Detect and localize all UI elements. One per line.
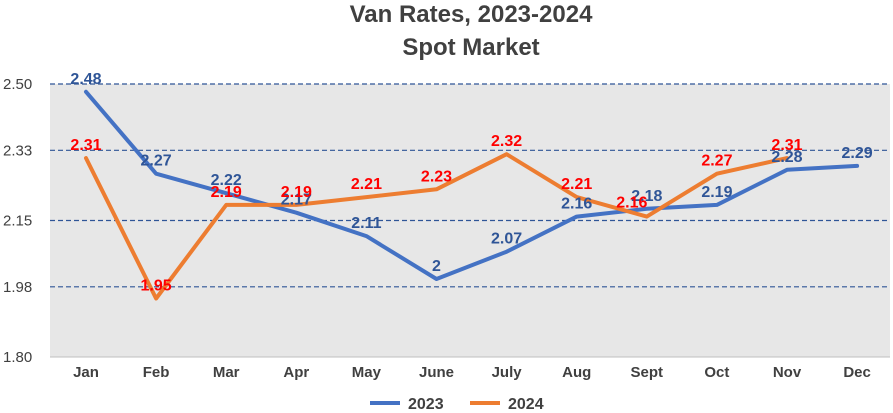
- data-label-2023: 2: [432, 258, 441, 275]
- data-label-2024: 2.31: [70, 137, 101, 154]
- legend-label-2024: 2024: [508, 396, 544, 413]
- y-axis: 1.80 1.98 2.15 2.33 2.50: [3, 76, 32, 366]
- x-tick-label: Sept: [631, 364, 664, 381]
- gridlines: [50, 83, 890, 358]
- data-label-2024: 2.23: [421, 168, 452, 185]
- data-label-2024: 2.16: [616, 195, 647, 212]
- data-label-2023: 2.17: [281, 192, 312, 209]
- data-label-2023: 2.11: [351, 215, 381, 232]
- data-label-2023: 2.28: [771, 149, 802, 166]
- legend: 2023 2024: [370, 396, 544, 413]
- data-label-2024: 2.19: [281, 184, 312, 201]
- data-label-2023: 2.19: [701, 184, 732, 201]
- data-label-2023: 2.27: [141, 153, 172, 170]
- series-lines: [84, 89, 860, 301]
- y-tick-label: 1.98: [3, 279, 32, 296]
- data-label-2024: 2.21: [561, 176, 592, 193]
- data-label-2023: 2.29: [842, 145, 873, 162]
- data-label-2023: 2.18: [631, 188, 662, 205]
- y-tick-label: 2.33: [3, 142, 32, 159]
- data-label-2024: 2.31: [771, 137, 802, 154]
- data-label-2024: 1.95: [141, 278, 172, 295]
- y-tick-label: 2.50: [3, 76, 32, 93]
- data-label-2023: 2.48: [70, 71, 101, 88]
- x-tick-label: Oct: [704, 364, 729, 381]
- chart-subtitle: Spot Market: [402, 34, 539, 61]
- x-axis: Jan Feb Mar Apr May June July Aug Sept Oct Nov Dec: [73, 364, 871, 381]
- x-tick-label: Dec: [843, 364, 871, 381]
- series-line-2023: [84, 89, 860, 281]
- data-label-2023: 2.22: [211, 172, 242, 189]
- x-tick-label: July: [492, 364, 523, 381]
- chart-title: Van Rates, 2023-2024: [350, 1, 593, 28]
- data-label-2024: 2.32: [491, 133, 522, 150]
- x-tick-label: Mar: [213, 364, 240, 381]
- x-tick-label: May: [352, 364, 382, 381]
- x-tick-label: Aug: [562, 364, 591, 381]
- series-line-2024: [84, 152, 789, 301]
- data-label-2024: 2.19: [211, 184, 242, 201]
- x-tick-label: Jan: [73, 364, 99, 381]
- x-tick-label: Nov: [773, 364, 802, 381]
- x-tick-label: Feb: [143, 364, 170, 381]
- x-tick-label: June: [419, 364, 454, 381]
- data-label-2024: 2.21: [351, 176, 382, 193]
- x-tick-label: Apr: [283, 364, 309, 381]
- data-label-2023: 2.07: [491, 231, 522, 248]
- data-label-2024: 2.27: [701, 153, 732, 170]
- legend-label-2023: 2023: [408, 396, 444, 413]
- data-label-2023: 2.16: [561, 196, 592, 213]
- y-tick-label: 2.15: [3, 213, 32, 230]
- y-tick-label: 1.80: [3, 349, 32, 366]
